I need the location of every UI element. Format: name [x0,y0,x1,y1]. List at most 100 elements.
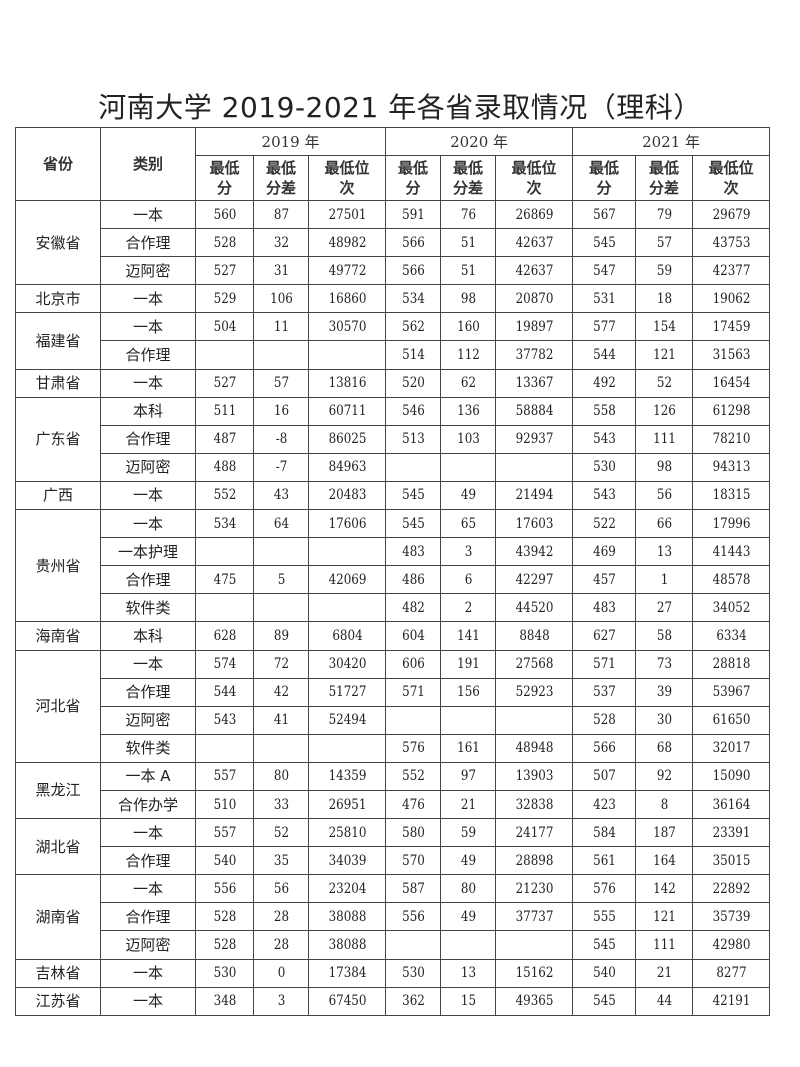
value-cell-min-score-diff [444,452,492,482]
value-cell-min-score [199,537,250,567]
header-year-2020: 2020 年 [385,127,574,156]
value-cell-min-rank: 17384 [313,958,381,988]
value-cell-min-score-diff: 21 [444,789,492,820]
value-cell-min-score: 556 [389,902,437,932]
province-cell: 河北省 [15,649,101,763]
value-cell-min-rank: 38088 [313,902,381,932]
value-cell-min-score: 552 [389,761,437,791]
category-cell: 一本 [100,874,196,904]
header-min-rank: 最低位 次 [495,155,574,201]
value-cell-min-rank: 30570 [313,312,381,342]
table-row: 甘肃省 一本 527 57 13816 520 62 13367 492 52 16454 [15,368,770,398]
value-cell-min-score-diff: 58 [639,621,689,651]
value-cell-min-score: 362 [389,986,437,1016]
value-cell-min-score: 547 [576,256,632,286]
value-cell-min-rank: 42980 [697,930,765,960]
value-cell-min-rank: 15162 [500,958,568,988]
value-cell-min-rank: 48982 [313,228,381,258]
value-cell-min-score-diff: 11 [257,312,305,342]
category-cell: 合作理 [100,846,196,876]
value-cell-min-rank: 51727 [313,677,381,707]
category-cell: 迈阿密 [100,705,196,735]
value-cell-min-score: 584 [576,818,632,848]
category-cell: 合作办学 [100,789,196,820]
value-cell-min-score: 522 [576,509,632,539]
header-min-rank: 最低位 次 [307,155,387,201]
value-cell-min-rank: 42297 [500,565,568,595]
value-cell-min-rank: 21494 [500,480,568,511]
category-cell: 本科 [100,396,196,426]
category-cell: 一本 [100,649,196,679]
value-cell-min-score-diff: 51 [444,228,492,258]
value-cell-min-score-diff [257,733,305,763]
value-cell-min-rank [313,593,381,623]
value-cell-min-score-diff: 92 [639,761,689,791]
value-cell-min-score: 545 [389,509,437,539]
value-cell-min-rank: 78210 [697,424,765,454]
table-row: 合作理 540 35 34039 570 49 28898 561 164 35015 [16,846,770,876]
value-cell-min-score: 482 [389,593,437,623]
value-cell-min-score-diff: 3 [257,986,305,1016]
value-cell-min-rank [313,537,381,567]
value-cell-min-rank: 61650 [697,705,765,735]
table-row: 广东省 本科 511 16 60711 546 136 58884 558 126 61298 [15,396,770,482]
value-cell-min-score: 571 [576,649,632,679]
value-cell-min-score-diff: 111 [639,930,689,960]
value-cell-min-rank: 43753 [697,228,765,258]
value-cell-min-score: 475 [199,565,250,595]
value-cell-min-score: 530 [199,958,250,988]
value-cell-min-score-diff: 111 [639,424,689,454]
province-cell: 江苏省 [15,986,101,1016]
page-title: 河南大学 2019-2021 年各省录取情况（理科） [98,91,702,124]
value-cell-min-score-diff: 31 [257,256,305,286]
value-cell-min-rank: 26951 [313,789,381,820]
value-cell-min-rank: 84963 [313,452,381,482]
value-cell-min-score: 546 [389,396,437,426]
value-cell-min-score-diff: 30 [639,705,689,735]
value-cell-min-rank: 35739 [697,902,765,932]
value-cell-min-rank: 43942 [500,537,568,567]
value-cell-min-score: 528 [199,228,250,258]
value-cell-min-score-diff: 57 [639,228,689,258]
value-cell-min-score: 530 [389,958,437,988]
value-cell-min-score: 486 [389,565,437,595]
value-cell-min-rank: 6804 [313,621,381,651]
province-cell: 湖南省 [15,874,101,960]
value-cell-min-score: 529 [199,284,250,314]
value-cell-min-rank: 28898 [500,846,568,876]
value-cell-min-score: 570 [389,846,437,876]
value-cell-min-rank: 14359 [313,761,381,791]
value-cell-min-score: 566 [576,733,632,763]
value-cell-min-rank [500,452,568,482]
value-cell-min-rank: 20870 [500,284,568,314]
value-cell-min-score: 543 [199,705,250,735]
value-cell-min-score: 488 [199,452,250,482]
table-row: 江苏省 一本 348 3 67450 362 15 49365 545 44 42191 [15,986,770,1016]
value-cell-min-score: 591 [389,199,437,230]
value-cell-min-score: 552 [199,480,250,511]
table-row: 贵州省 一本 534 64 17606 545 65 17603 522 66 17996 [15,509,770,623]
value-cell-min-rank: 42191 [697,986,765,1016]
table-row: 河北省 一本 574 72 30420 606 191 27568 571 73 28818 [15,649,770,763]
value-cell-min-rank: 34052 [697,593,765,623]
table-row: 广西 一本 552 43 20483 545 49 21494 543 56 18315 [15,480,770,511]
value-cell-min-rank: 53967 [697,677,765,707]
header-min-rank: 最低位 次 [692,155,771,201]
value-cell-min-score: 528 [576,705,632,735]
value-cell-min-rank: 49772 [313,256,381,286]
category-cell: 一本 A [100,761,196,791]
table-row: 福建省 一本 504 11 30570 562 160 19897 577 154 17459 [15,312,770,370]
table-row: 迈阿密 528 28 38088 545 111 42980 [16,930,770,960]
value-cell-min-rank: 42637 [500,228,568,258]
value-cell-min-score-diff: 103 [444,424,492,454]
value-cell-min-rank: 52923 [500,677,568,707]
value-cell-min-score-diff: 97 [444,761,492,791]
category-cell: 一本护理 [100,537,196,567]
value-cell-min-score: 628 [199,621,250,651]
value-cell-min-score [389,452,437,482]
value-cell-min-score-diff: 154 [639,312,689,342]
table-body: 安徽省 一本 560 87 27501 591 76 26869 567 79 29679 合作理 52… [15,199,770,1016]
province-cell: 福建省 [15,312,101,370]
header-year-2021: 2021 年 [572,127,771,156]
value-cell-min-rank: 34039 [313,846,381,876]
